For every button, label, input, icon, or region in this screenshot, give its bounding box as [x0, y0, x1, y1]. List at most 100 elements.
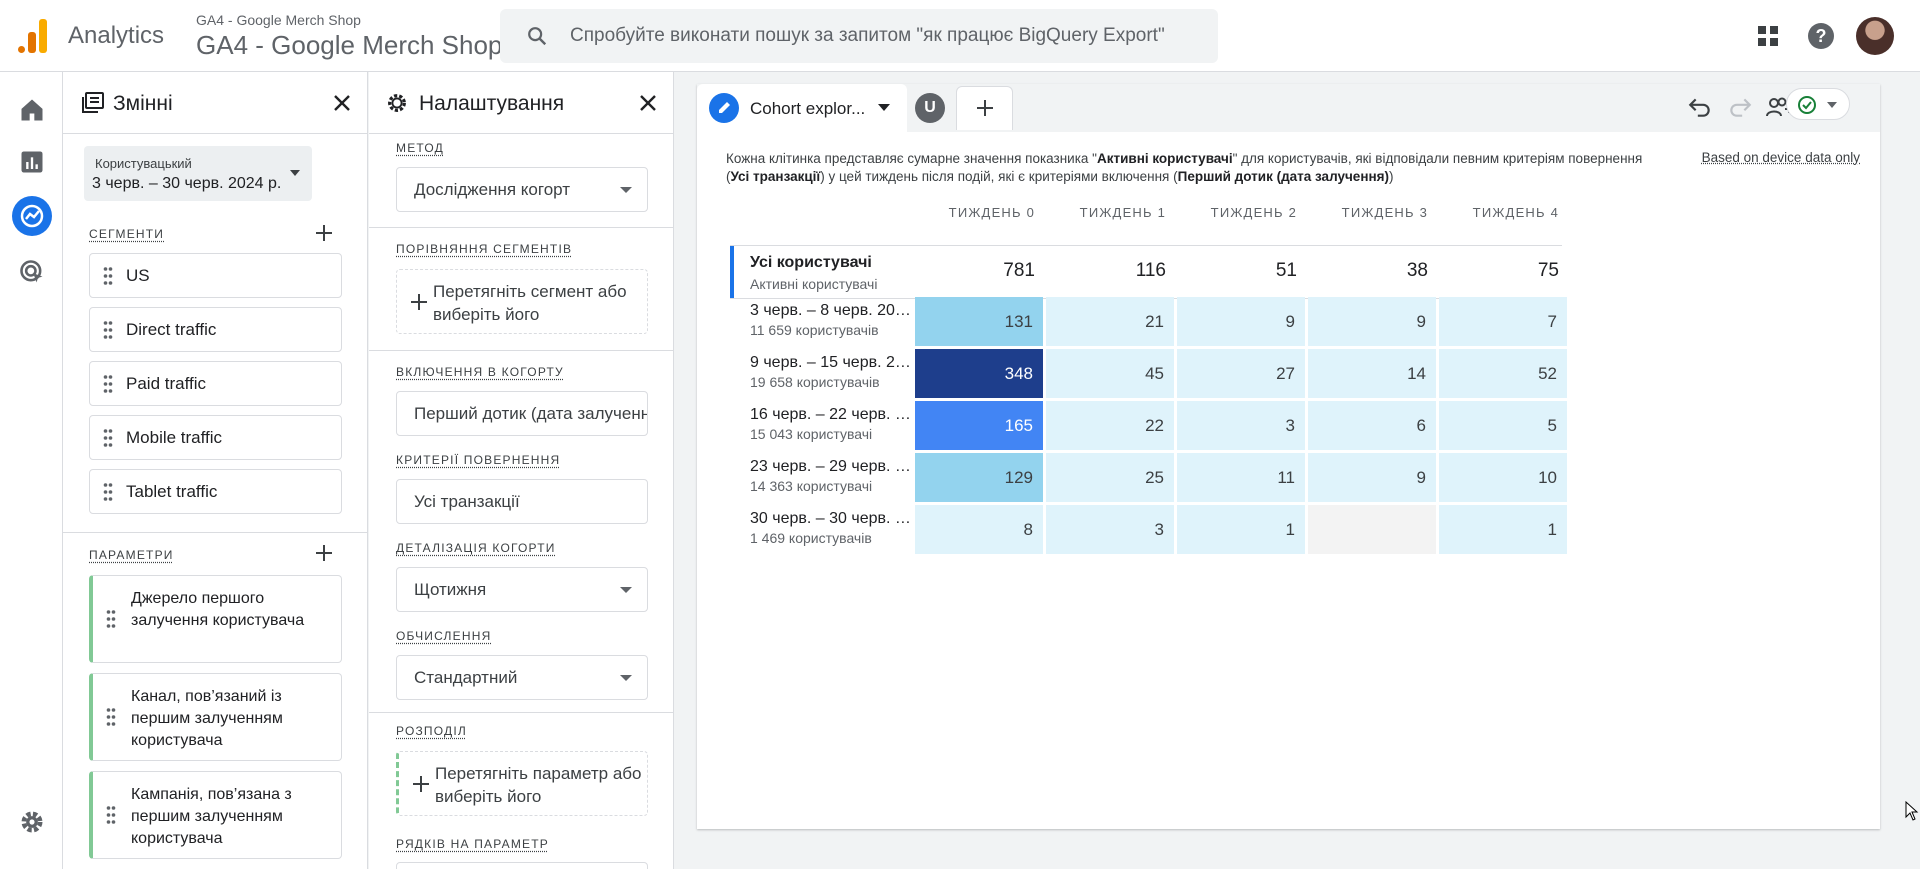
date-range-type: Користувацький — [95, 156, 192, 171]
cohort-cell[interactable]: 11 — [1177, 453, 1305, 502]
tab-cohort-exploration[interactable]: Cohort explor... — [697, 84, 907, 134]
rows-per-dimension-select[interactable] — [396, 862, 648, 869]
cohort-cell[interactable] — [1308, 505, 1436, 554]
cohort-cell[interactable]: 9 — [1177, 297, 1305, 346]
total-row: Усі користувачі Активні користувачі — [730, 246, 1562, 298]
add-segment-button[interactable] — [315, 224, 333, 242]
status-chip[interactable] — [1786, 88, 1850, 120]
data-source-note[interactable]: Based on device data only — [1701, 150, 1860, 165]
help-icon[interactable]: ? — [1808, 23, 1834, 49]
cohort-cell[interactable]: 5 — [1439, 401, 1567, 450]
inclusion-select[interactable]: Перший дотик (дата залучення) — [396, 391, 648, 436]
return-select[interactable]: Усі транзакції — [396, 479, 648, 524]
cohort-cell[interactable]: 10 — [1439, 453, 1567, 502]
reports-icon[interactable] — [18, 148, 46, 176]
cohort-cell[interactable]: 1 — [1439, 505, 1567, 554]
cohort-cell[interactable]: 1 — [1177, 505, 1305, 554]
cohort-cell[interactable]: 9 — [1308, 453, 1436, 502]
cohort-cell[interactable]: 52 — [1439, 349, 1567, 398]
segment-label: Tablet traffic — [126, 482, 218, 501]
explore-icon[interactable] — [12, 196, 52, 236]
search-box[interactable]: Спробуйте виконати пошук за запитом "як … — [500, 9, 1218, 63]
cohort-cell[interactable]: 8 — [915, 505, 1043, 554]
close-icon[interactable] — [331, 92, 353, 114]
plus-icon — [976, 99, 994, 117]
segment-label: Paid traffic — [126, 374, 207, 393]
desc-text: ) у цей тиждень після подій, які є крите… — [820, 169, 1178, 184]
granularity-select[interactable]: Щотижня — [396, 567, 648, 612]
variables-icon — [82, 92, 104, 113]
check-circle-icon — [1798, 96, 1816, 114]
drag-handle-icon[interactable] — [103, 482, 113, 502]
apps-grid-icon[interactable] — [1756, 24, 1780, 48]
cohort-cell[interactable]: 21 — [1046, 297, 1174, 346]
add-dimension-button[interactable] — [315, 544, 333, 562]
cohort-users: 19 658 користувачів — [750, 374, 880, 390]
cohort-cell[interactable]: 6 — [1308, 401, 1436, 450]
chevron-down-icon[interactable] — [878, 104, 890, 111]
desc-inclusion: Перший дотик (дата залучення) — [1177, 169, 1389, 184]
cohort-cell[interactable]: 3 — [1046, 505, 1174, 554]
redo-icon[interactable] — [1727, 94, 1753, 120]
method-value: Дослідження когорт — [414, 180, 571, 199]
segment-item[interactable]: Direct traffic — [89, 307, 342, 352]
tab-bar: Cohort explor... U — [697, 84, 1880, 134]
cohort-date: 16 черв. – 22 черв. 2024 р. — [750, 406, 912, 423]
cohort-cell[interactable]: 131 — [915, 297, 1043, 346]
drag-handle-icon[interactable] — [103, 374, 113, 394]
breakdown-drop-zone[interactable]: Перетягніть параметр або виберіть його — [396, 751, 648, 816]
settings-gear-icon — [388, 94, 406, 112]
property-name[interactable]: GA4 - Google Merch Shop — [196, 30, 503, 60]
top-bar: Analytics GA4 - Google Merch Shop GA4 - … — [0, 0, 1920, 72]
cohort-cell[interactable]: 27 — [1177, 349, 1305, 398]
drag-handle-icon[interactable] — [103, 266, 113, 286]
advertising-icon[interactable] — [18, 258, 46, 286]
variables-header: Змінні — [63, 72, 367, 134]
segment-label: Direct traffic — [126, 320, 217, 339]
drag-handle-icon[interactable] — [106, 707, 116, 727]
segment-item[interactable]: Paid traffic — [89, 361, 342, 406]
cohort-cell[interactable]: 45 — [1046, 349, 1174, 398]
user-badge[interactable]: U — [915, 93, 945, 123]
settings-panel: Налаштування МЕТОД Дослідження когорт ПО… — [369, 72, 674, 869]
undo-icon[interactable] — [1687, 94, 1713, 120]
close-icon[interactable] — [637, 92, 659, 114]
cohort-cell[interactable]: 25 — [1046, 453, 1174, 502]
dimension-item[interactable]: Кампанія, пов’язана з першим залученням … — [89, 771, 342, 859]
cohort-row-label: 30 черв. – 30 черв. 2024 р. 1 469 користу… — [750, 510, 912, 546]
segment-item[interactable]: Mobile traffic — [89, 415, 342, 460]
drag-handle-icon[interactable] — [103, 320, 113, 340]
edit-pencil-icon[interactable] — [709, 93, 739, 123]
calculation-select[interactable]: Стандартний — [396, 655, 648, 700]
method-label: МЕТОД — [396, 141, 444, 155]
desc-metric: Активні користувачі — [1096, 151, 1233, 166]
admin-gear-icon[interactable] — [18, 808, 46, 836]
column-header-week-2: ТИЖДЕНЬ 2 — [1210, 205, 1297, 220]
dimension-item[interactable]: Джерело першого залучення користувача — [89, 575, 342, 663]
cohort-cell[interactable]: 14 — [1308, 349, 1436, 398]
cohort-cell[interactable]: 348 — [915, 349, 1043, 398]
segment-item[interactable]: US — [89, 253, 342, 298]
analytics-logo-icon[interactable] — [18, 19, 48, 53]
search-input[interactable]: Спробуйте виконати пошук за запитом "як … — [570, 25, 1165, 46]
cohort-cell[interactable]: 3 — [1177, 401, 1305, 450]
cohort-cell[interactable]: 9 — [1308, 297, 1436, 346]
cohort-cell[interactable]: 7 — [1439, 297, 1567, 346]
avatar[interactable] — [1856, 17, 1894, 55]
cohort-cell[interactable]: 22 — [1046, 401, 1174, 450]
property-account[interactable]: GA4 - Google Merch Shop — [196, 12, 361, 28]
segment-drop-zone[interactable]: Перетягніть сегмент або виберіть його — [396, 269, 648, 334]
home-icon[interactable] — [18, 96, 46, 124]
add-tab-button[interactable] — [956, 86, 1013, 130]
dimension-item[interactable]: Канал, пов’язаний із першим залученням к… — [89, 673, 342, 761]
app-name[interactable]: Analytics — [68, 22, 165, 49]
cohort-cell[interactable]: 165 — [915, 401, 1043, 450]
segment-item[interactable]: Tablet traffic — [89, 469, 342, 514]
drag-handle-icon[interactable] — [106, 805, 116, 825]
drag-handle-icon[interactable] — [106, 609, 116, 629]
date-range-picker[interactable]: Користувацький 3 черв. – 30 черв. 2024 р… — [84, 146, 312, 201]
method-select[interactable]: Дослідження когорт — [396, 167, 648, 212]
cohort-date: 23 черв. – 29 черв. 2024 р. — [750, 458, 912, 475]
cohort-cell[interactable]: 129 — [915, 453, 1043, 502]
drag-handle-icon[interactable] — [103, 428, 113, 448]
